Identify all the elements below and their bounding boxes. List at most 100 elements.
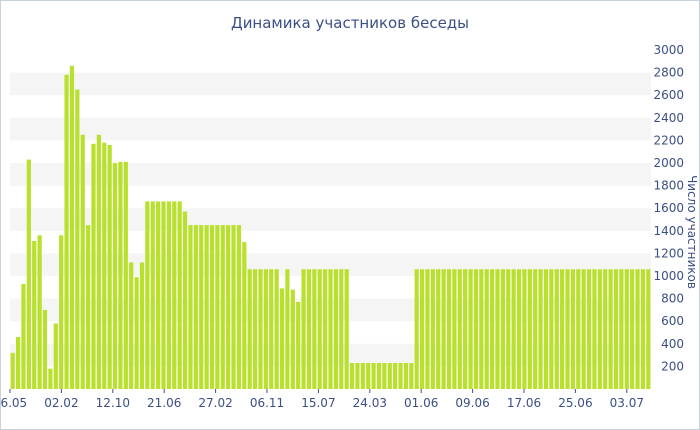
bar (597, 269, 602, 389)
bar (452, 269, 457, 389)
bar (215, 225, 220, 389)
x-tick-label: 17.06 (507, 396, 541, 410)
grid-band (10, 72, 651, 96)
bar (511, 269, 516, 389)
bar (527, 269, 532, 389)
bar (182, 211, 188, 389)
bar (549, 269, 554, 389)
x-tick-label: 06.11 (250, 396, 284, 410)
bar (134, 277, 139, 389)
bar (172, 201, 177, 389)
bar (252, 269, 258, 389)
bar (349, 363, 355, 389)
x-tick-label: 12.10 (96, 396, 130, 410)
bar (468, 269, 473, 389)
bar (226, 225, 231, 389)
bar (586, 269, 592, 389)
bar (624, 269, 629, 389)
y-axis-ticks: 200 400 600 800 1000 1200 1400 1600 1800 2000 2200… (653, 43, 684, 373)
bar (10, 352, 15, 389)
bar (430, 269, 435, 389)
chart-title: Динамика участников беседы (231, 14, 469, 32)
bar (156, 201, 161, 389)
bar (274, 269, 279, 389)
x-tick-label: 02.02 (44, 396, 78, 410)
bar (382, 363, 387, 389)
bar (48, 368, 53, 389)
bar (457, 269, 462, 389)
bar (446, 269, 452, 389)
y-tick-label: 1400 (653, 224, 684, 238)
bar (328, 269, 333, 389)
bar (630, 269, 635, 389)
bar (231, 225, 236, 389)
bar (150, 201, 155, 389)
grid-band (10, 117, 651, 141)
bar (635, 269, 640, 389)
bar (473, 269, 479, 389)
bar (640, 269, 646, 389)
bar (360, 363, 365, 389)
bar (247, 269, 252, 389)
x-tick-label: 15.07 (301, 396, 335, 410)
bar (393, 363, 398, 389)
bar (522, 269, 527, 389)
bar (646, 269, 651, 389)
x-tick-label: 03.07 (610, 396, 644, 410)
bar (236, 225, 242, 389)
y-tick-label: 600 (661, 314, 684, 328)
y-tick-label: 400 (661, 337, 684, 351)
bar (107, 144, 112, 389)
bar (123, 161, 128, 389)
bar (301, 269, 306, 389)
bar (312, 269, 317, 389)
bar (543, 269, 549, 389)
x-tick-label: 26.05 (0, 396, 27, 410)
bar (69, 65, 75, 389)
bar (516, 269, 522, 389)
bar (398, 363, 403, 389)
bar (506, 269, 511, 389)
bar (193, 225, 198, 389)
x-tick-label: 24.03 (353, 396, 387, 410)
bar (463, 269, 468, 389)
bar (204, 225, 209, 389)
bar (409, 363, 414, 389)
bar (96, 134, 101, 389)
bar (333, 269, 338, 389)
bar (296, 301, 301, 389)
bar (64, 74, 69, 390)
bar (26, 159, 31, 389)
bar (613, 269, 619, 389)
y-tick-label: 2200 (653, 133, 684, 147)
bar (619, 269, 624, 389)
bar (479, 269, 484, 389)
bar (42, 309, 48, 389)
bar (403, 363, 409, 389)
y-tick-label: 2000 (653, 156, 684, 170)
bar (279, 288, 285, 389)
bar (554, 269, 559, 389)
bar (344, 269, 349, 389)
bar (366, 363, 371, 389)
bar (608, 269, 613, 389)
bar (414, 269, 419, 389)
bar (242, 242, 247, 389)
x-tick-label: 01.06 (404, 396, 438, 410)
bar (139, 262, 145, 389)
bar (112, 163, 118, 389)
bar (129, 262, 134, 389)
bar (32, 240, 37, 389)
bar (166, 201, 171, 389)
bar (102, 142, 107, 389)
bar (258, 269, 263, 389)
bar (581, 269, 586, 389)
bar (323, 269, 328, 389)
bar (290, 289, 295, 389)
y-tick-label: 3000 (653, 43, 684, 57)
bars (10, 65, 651, 390)
bar (355, 363, 360, 389)
y-tick-label: 1000 (653, 269, 684, 283)
bar (188, 225, 193, 389)
